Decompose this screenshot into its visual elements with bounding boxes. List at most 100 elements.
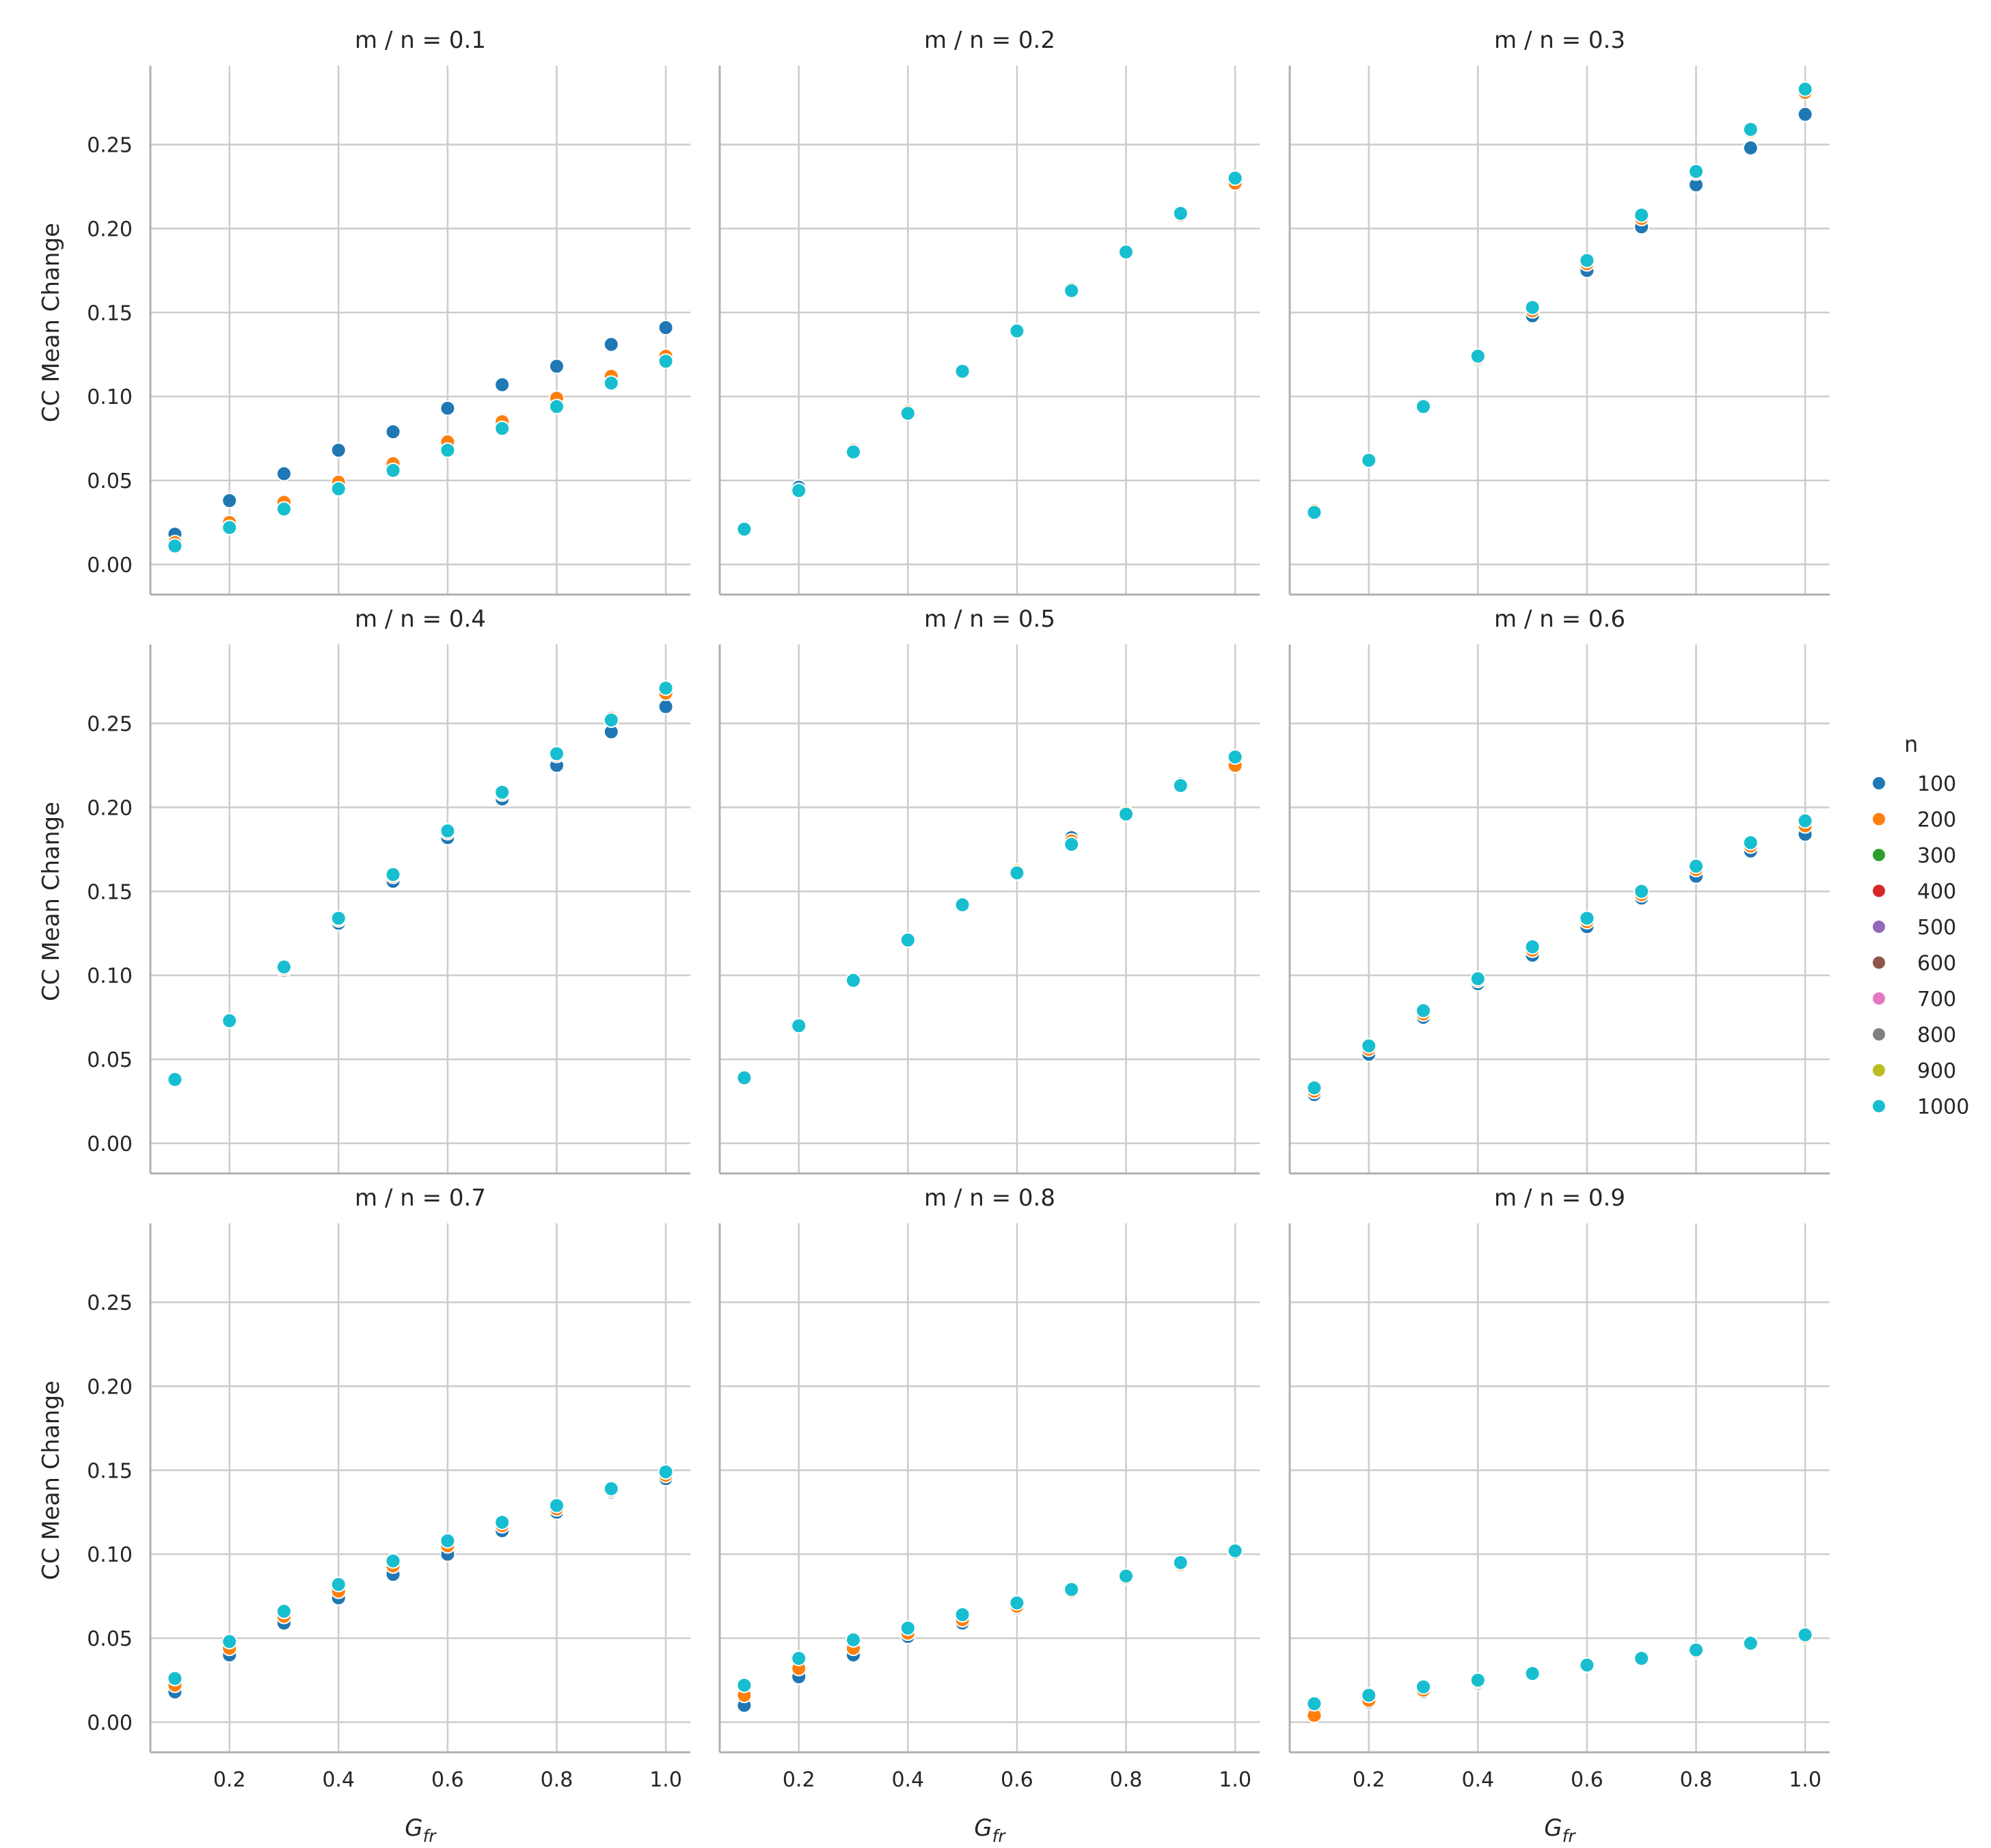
x-tick-label: 0.6 xyxy=(1001,1768,1033,1792)
legend-label-200: 200 xyxy=(1917,809,1956,832)
data-point-n1000 xyxy=(221,1633,238,1650)
data-point-n1000 xyxy=(899,932,916,949)
data-point-n1000 xyxy=(899,1620,916,1636)
data-point-n1000 xyxy=(1742,1635,1759,1651)
data-point-n1000 xyxy=(1416,1679,1432,1695)
data-point-n1000 xyxy=(658,1464,674,1480)
data-point-n100 xyxy=(658,319,674,336)
data-point-n1000 xyxy=(1064,836,1080,852)
data-point-n1000 xyxy=(791,1018,807,1034)
data-point-n1000 xyxy=(1227,170,1243,187)
data-point-n1000 xyxy=(1634,883,1650,899)
x-tick-label: 0.8 xyxy=(1110,1768,1143,1792)
legend-label-600: 600 xyxy=(1917,952,1956,976)
data-point-n1000 xyxy=(736,1070,753,1086)
data-point-n1000 xyxy=(736,521,753,537)
legend-marker-800 xyxy=(1871,1027,1886,1042)
legend-label-500: 500 xyxy=(1917,916,1956,940)
data-point-n1000 xyxy=(330,480,347,497)
x-tick-label: 1.0 xyxy=(649,1768,682,1792)
data-point-n1000 xyxy=(954,363,971,379)
legend-label-100: 100 xyxy=(1917,772,1956,796)
x-tick-label: 0.6 xyxy=(431,1768,464,1792)
facet-panel-8: m / n = 0.8 0.2 0.4 0.6 0.8 1.0 Gfr xyxy=(718,1184,1260,1846)
data-point-n100 xyxy=(1797,106,1813,122)
data-point-n1000 xyxy=(221,519,238,536)
y-tick-label: 0.05 xyxy=(87,470,133,493)
data-point-n100 xyxy=(221,492,238,508)
data-point-n1000 xyxy=(439,823,456,839)
data-point-n1000 xyxy=(1118,1568,1134,1584)
legend-marker-500 xyxy=(1871,919,1886,934)
x-axis-label: Gfr xyxy=(405,1815,437,1845)
data-point-n1000 xyxy=(494,1514,511,1530)
data-point-n1000 xyxy=(1634,207,1650,223)
data-point-n1000 xyxy=(845,444,862,460)
x-tick-label: 0.2 xyxy=(1353,1768,1385,1792)
legend-label-1000: 1000 xyxy=(1917,1096,1969,1119)
data-point-n1000 xyxy=(1742,121,1759,137)
x-axis-label-main: G xyxy=(1544,1815,1562,1842)
legend-label-400: 400 xyxy=(1917,880,1956,904)
data-point-n1000 xyxy=(1227,749,1243,765)
facet-panel-9: m / n = 0.9 0.2 0.4 0.6 0.8 1.0 Gfr xyxy=(1288,1184,1830,1846)
data-point-n1000 xyxy=(791,483,807,499)
data-point-n1000 xyxy=(845,1631,862,1648)
data-point-n1000 xyxy=(330,910,347,927)
legend-marker-100 xyxy=(1871,776,1886,791)
data-point-n1000 xyxy=(1172,777,1189,793)
x-axis-label: Gfr xyxy=(1544,1815,1576,1845)
x-tick-label: 0.6 xyxy=(1571,1768,1603,1792)
x-tick-label: 0.2 xyxy=(213,1768,246,1792)
x-tick-label: 0.4 xyxy=(891,1768,924,1792)
facet-title: m / n = 0.4 xyxy=(355,606,486,633)
data-point-n100 xyxy=(330,442,347,459)
data-point-n1000 xyxy=(791,1650,807,1666)
legend: n 100 200 300 400 500 600 700 800 900 1000 xyxy=(1871,731,1969,1119)
data-point-n1000 xyxy=(1688,858,1704,874)
data-point-n1000 xyxy=(1524,299,1541,316)
data-point-n1000 xyxy=(1416,1003,1432,1019)
legend-marker-400 xyxy=(1871,883,1886,899)
data-point-n1000 xyxy=(1797,81,1813,97)
facet-panel-2: m / n = 0.2 xyxy=(718,27,1260,596)
data-point-n1000 xyxy=(1306,1696,1323,1712)
data-point-n1000 xyxy=(167,1670,183,1687)
data-point-n100 xyxy=(548,358,565,375)
data-point-n1000 xyxy=(954,897,971,913)
legend-marker-700 xyxy=(1871,991,1886,1006)
data-point-n100 xyxy=(385,424,401,440)
legend-marker-1000 xyxy=(1871,1098,1886,1114)
legend-label-900: 900 xyxy=(1917,1059,1956,1083)
facet-title: m / n = 0.2 xyxy=(924,27,1055,54)
x-axis-label-subscript: fr xyxy=(1562,1826,1577,1845)
data-point-n1000 xyxy=(603,1480,619,1497)
data-point-n1000 xyxy=(385,462,401,478)
data-point-n1000 xyxy=(167,538,183,554)
data-point-n1000 xyxy=(1361,452,1377,469)
data-point-n100 xyxy=(276,465,293,482)
legend-marker-900 xyxy=(1871,1063,1886,1078)
data-point-n1000 xyxy=(658,680,674,696)
y-tick-label: 0.15 xyxy=(87,301,133,325)
data-point-n1000 xyxy=(1579,1657,1595,1673)
facet-title: m / n = 0.3 xyxy=(1494,27,1625,54)
y-tick-label: 0.25 xyxy=(87,1292,133,1316)
facet-panel-3: m / n = 0.3 xyxy=(1288,27,1830,596)
y-tick-label: 0.20 xyxy=(87,1375,133,1399)
data-point-n1000 xyxy=(385,867,401,883)
data-point-n1000 xyxy=(385,1553,401,1569)
data-point-n1000 xyxy=(548,398,565,415)
y-tick-label: 0.00 xyxy=(87,1132,133,1156)
data-point-n1000 xyxy=(1306,1080,1323,1096)
data-point-n1000 xyxy=(1009,323,1025,339)
facet-panel-5: m / n = 0.5 xyxy=(718,606,1260,1175)
data-point-n1000 xyxy=(276,1603,293,1620)
data-point-n1000 xyxy=(1634,1650,1650,1666)
data-point-n1000 xyxy=(1469,348,1486,364)
y-tick-label: 0.20 xyxy=(87,217,133,241)
data-point-n1000 xyxy=(1742,834,1759,851)
data-point-n1000 xyxy=(1118,244,1134,260)
legend-marker-200 xyxy=(1871,811,1886,827)
data-point-n1000 xyxy=(221,1012,238,1029)
